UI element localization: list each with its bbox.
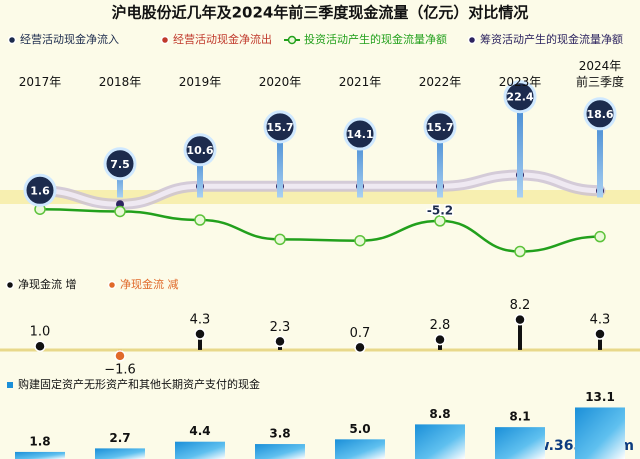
stem [518,319,522,350]
data-label: 22.4 [506,91,533,104]
data-label: 10.6 [186,144,213,157]
stem [597,113,603,198]
data-label: 4.3 [190,313,211,328]
data-label: 8.2 [510,298,531,313]
legend-label: 净现金流 增 [18,277,77,291]
legend-marker [5,280,15,290]
data-label: 2.3 [270,320,291,335]
bubble [183,133,217,167]
point [514,245,526,258]
point [354,341,366,354]
data-label: 2.8 [430,318,451,333]
data-label: 2.7 [109,431,130,445]
category-label: 2020年 [258,75,302,89]
point [114,205,126,218]
category-label: 2019年 [178,75,222,89]
stem [277,126,283,198]
data-label: 4.4 [189,424,210,438]
bubble [423,110,457,144]
legend-label: 经营活动现金净流入 [20,32,119,46]
bar [495,427,545,459]
stem [598,334,602,350]
data-label: 7.5 [110,158,130,171]
point [114,350,126,362]
chart-title: 沪电股份近几年及2024年前三季度现金流量（亿元）对比情况 [112,4,529,22]
legend-marker [7,382,13,388]
stem [517,96,523,198]
point [194,214,206,226]
data-label: 8.8 [429,407,450,421]
point [274,233,286,246]
legend-label: 经营活动现金净流出 [173,32,272,46]
point [434,333,446,346]
legend-marker [160,35,170,45]
bubble [503,80,537,114]
series-line [39,172,601,207]
point [194,328,206,340]
legend-label: 投资活动产生的现金流量净额 [304,32,447,46]
point [514,313,526,326]
legend-marker [107,280,117,290]
bar [575,407,625,459]
legend-label: 净现金流 减 [120,277,179,291]
point [594,328,606,340]
data-label: 3.8 [269,427,290,441]
category-label: 2024年 前三季度 [575,59,624,89]
data-label: 1.8 [29,434,50,448]
point [274,335,286,348]
point [34,340,46,352]
legend-marker [7,35,17,45]
bar [95,448,145,459]
category-label: 2017年 [18,75,62,89]
point [434,215,446,227]
bubble [343,117,377,151]
stem [197,149,203,198]
bar [415,424,465,459]
data-label: 1.6 [30,184,50,197]
stem [117,163,123,198]
bar [15,451,65,459]
stem [198,334,202,350]
data-label: 15.7 [266,121,293,134]
category-label: 2022年 [418,75,462,89]
point [354,234,366,247]
data-label: 0.7 [350,326,371,341]
bubble [23,173,57,207]
data-label: 15.7 [426,121,453,134]
category-label: 2021年 [338,75,382,89]
data-label: −1.6 [104,362,136,377]
bar [255,444,305,459]
data-label: 1.0 [30,325,51,340]
series-line [39,207,601,253]
legend-marker [287,35,297,45]
data-label: 13.1 [585,390,615,404]
data-label: 4.3 [590,313,611,328]
data-label: 5.0 [349,422,370,436]
bar [175,441,225,459]
stem [357,134,363,198]
point [594,230,606,243]
data-label: 8.1 [509,410,530,424]
data-label: 14.1 [346,128,373,141]
stem [437,126,443,198]
category-label: 2023年 [498,75,542,89]
bubble [583,97,617,131]
legend-marker [467,35,477,45]
bar [335,439,385,459]
bubble [263,110,297,144]
data-label: 18.6 [586,108,613,121]
category-label: 2018年 [98,75,142,89]
legend-label: 筹资活动产生的现金流量净额 [480,32,623,46]
legend-label: 购建固定资产无形资产和其他长期资产支付的现金 [18,377,260,391]
bubble [103,147,137,181]
data-label: -5.2 [427,203,453,217]
